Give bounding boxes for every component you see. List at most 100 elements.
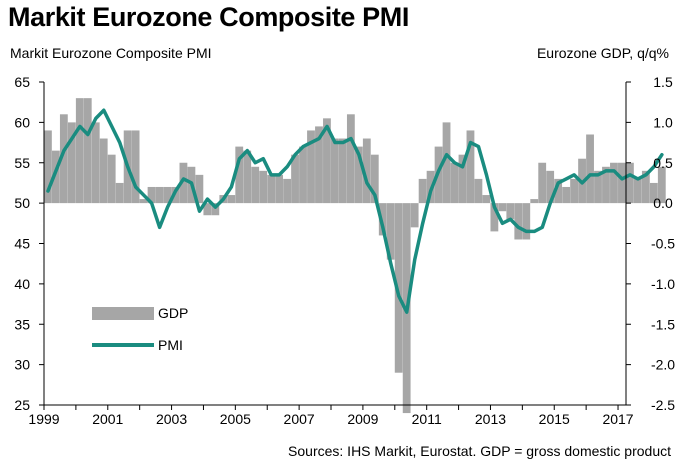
right-tick-label: -1.5 bbox=[651, 316, 675, 332]
gdp-bar bbox=[155, 186, 164, 204]
gdp-bar bbox=[346, 114, 355, 204]
gdp-bar bbox=[570, 178, 578, 204]
gdp-bar bbox=[235, 146, 244, 204]
x-tick-label: 2013 bbox=[475, 411, 506, 427]
gdp-bar bbox=[442, 122, 451, 204]
gdp-bar bbox=[243, 150, 252, 204]
gdp-bar bbox=[291, 154, 299, 204]
gdp-bar bbox=[490, 203, 499, 232]
legend: GDP PMI bbox=[92, 305, 188, 353]
right-tick-label: -1.0 bbox=[651, 276, 675, 292]
gdp-bar bbox=[458, 154, 467, 204]
pmi-line bbox=[46, 108, 664, 314]
gdp-bar bbox=[498, 203, 507, 212]
right-tick-label: 0.5 bbox=[653, 155, 673, 171]
gdp-bar bbox=[594, 170, 602, 204]
gdp-bar bbox=[99, 138, 108, 204]
left-tick-label: 65 bbox=[14, 74, 30, 90]
gdp-bar bbox=[331, 138, 339, 204]
gdp-bar bbox=[506, 203, 515, 220]
gdp-bar bbox=[195, 174, 204, 204]
left-tick-label: 60 bbox=[14, 114, 30, 130]
gdp-bar bbox=[44, 130, 52, 204]
source-note: Sources: IHS Markit, Eurostat. GDP = gro… bbox=[288, 443, 671, 459]
legend-gdp-label: GDP bbox=[158, 305, 188, 321]
gdp-bar bbox=[522, 203, 531, 240]
x-tick-label: 2015 bbox=[539, 411, 570, 427]
gdp-bar bbox=[514, 203, 523, 240]
gdp-bar bbox=[586, 134, 594, 204]
gdp-bar bbox=[466, 130, 475, 204]
gdp-bar bbox=[315, 126, 323, 204]
gdp-bar bbox=[649, 182, 658, 204]
gdp-bar bbox=[59, 114, 68, 204]
right-tick-label: -2.0 bbox=[651, 357, 675, 373]
gdp-bar bbox=[562, 186, 571, 204]
right-tick-label: 1.0 bbox=[653, 114, 673, 130]
gdp-bar bbox=[354, 146, 363, 204]
gdp-bar bbox=[147, 186, 156, 204]
gdp-bar bbox=[251, 166, 260, 204]
gdp-bar bbox=[307, 130, 315, 204]
gdp-bar bbox=[410, 203, 419, 228]
left-tick-label: 40 bbox=[14, 276, 30, 292]
gdp-bar bbox=[107, 154, 116, 204]
right-axis-label: Eurozone GDP, q/q% bbox=[536, 45, 669, 61]
legend-gdp-swatch bbox=[92, 307, 154, 320]
right-tick-label: 0.0 bbox=[653, 195, 673, 211]
gdp-bar bbox=[139, 199, 148, 204]
gdp-bar bbox=[75, 98, 84, 204]
x-tick-label: 2001 bbox=[92, 411, 123, 427]
gdp-bar bbox=[91, 122, 100, 204]
gdp-bar bbox=[227, 195, 236, 204]
gdp-bar bbox=[83, 98, 92, 204]
right-tick-label: 1.5 bbox=[653, 74, 673, 90]
gdp-bar bbox=[626, 162, 634, 204]
gdp-bar bbox=[378, 203, 387, 236]
gdp-bar bbox=[115, 182, 124, 204]
gdp-bar bbox=[657, 166, 666, 204]
gdp-bar bbox=[259, 170, 268, 204]
chart-title: Markit Eurozone Composite PMI bbox=[8, 2, 409, 32]
left-tick-label: 55 bbox=[14, 155, 30, 171]
gdp-bar bbox=[67, 122, 76, 204]
left-tick-label: 25 bbox=[14, 397, 30, 413]
x-tick-label: 2011 bbox=[412, 411, 442, 427]
gdp-bar bbox=[131, 130, 140, 204]
gdp-bar bbox=[538, 162, 547, 204]
gdp-bar bbox=[482, 195, 491, 204]
gdp-bar bbox=[51, 150, 60, 204]
gdp-bar bbox=[362, 138, 371, 204]
gdp-bar bbox=[530, 199, 539, 204]
gdp-bar bbox=[394, 203, 403, 373]
left-axis-label: Markit Eurozone Composite PMI bbox=[10, 45, 212, 61]
axes: 65 60 55 50 45 40 35 30 25 1.5 1.0 0.5 0.0 -0.5 -1.0 -1… bbox=[14, 74, 675, 427]
x-tick-label: 2007 bbox=[284, 411, 315, 427]
gdp-bar bbox=[602, 166, 610, 204]
gdp-bar bbox=[211, 203, 220, 216]
x-tick-label: 2005 bbox=[220, 411, 251, 427]
left-tick-label: 30 bbox=[14, 357, 30, 373]
gdp-bar bbox=[450, 162, 459, 204]
left-tick-label: 45 bbox=[14, 236, 30, 252]
gdp-bar bbox=[275, 174, 284, 204]
gdp-bar bbox=[283, 178, 291, 204]
left-tick-label: 50 bbox=[14, 195, 30, 211]
gdp-bar bbox=[546, 170, 555, 204]
x-tick-label: 1999 bbox=[28, 411, 59, 427]
left-tick-label: 35 bbox=[14, 316, 30, 332]
gdp-bar bbox=[163, 186, 172, 204]
gdp-bar bbox=[474, 178, 483, 204]
gdp-bar bbox=[203, 203, 212, 216]
gdp-bar bbox=[370, 154, 379, 204]
gdp-bar bbox=[633, 178, 642, 204]
x-tick-label: 2017 bbox=[602, 411, 633, 427]
gdp-bar bbox=[618, 162, 626, 204]
gdp-bar bbox=[641, 170, 650, 204]
gdp-bar bbox=[323, 118, 331, 204]
x-tick-label: 2003 bbox=[156, 411, 187, 427]
gdp-bar bbox=[386, 203, 395, 260]
gdp-bar bbox=[267, 174, 276, 204]
gdp-bar bbox=[179, 162, 188, 204]
gdp-bar bbox=[418, 178, 427, 204]
